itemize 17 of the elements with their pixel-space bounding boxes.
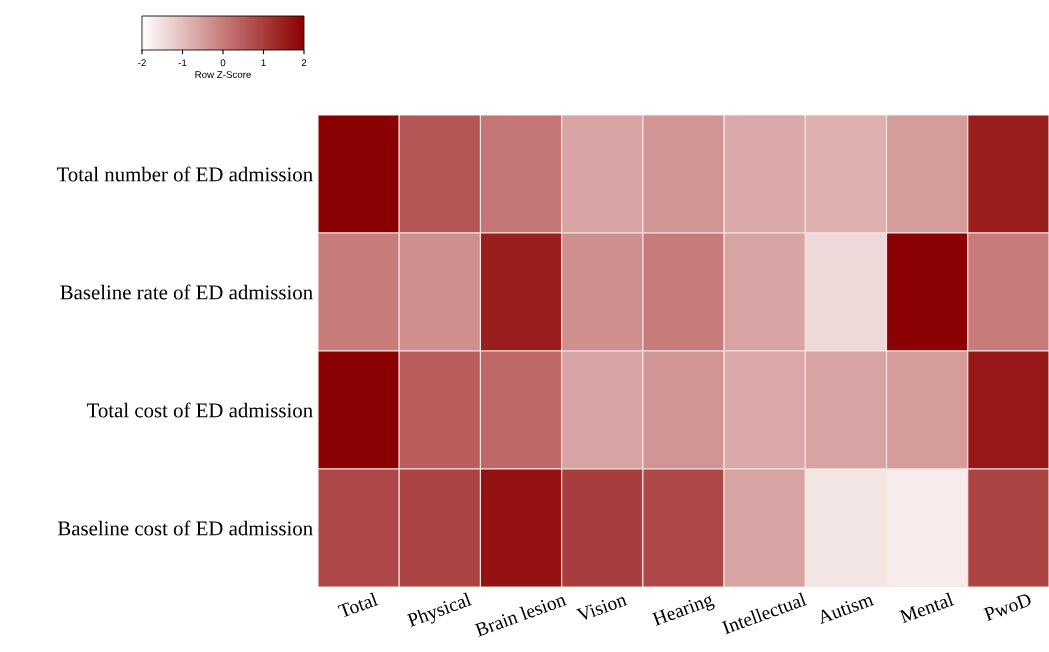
x-tick-label: Mental	[898, 592, 955, 624]
y-tick-label: Total cost of ED admission	[87, 402, 313, 418]
y-tick-label: Baseline rate of ED admission	[60, 284, 313, 300]
color-bar-title: Row Z-Score	[195, 71, 251, 79]
color-bar-label: 1	[261, 59, 266, 67]
color-bar-label: -2	[138, 59, 146, 67]
color-bar-label: 0	[220, 59, 226, 67]
x-tick-label: PwoD	[983, 592, 1033, 622]
x-tick-label: Total	[337, 591, 379, 619]
x-tick-label: Hearing	[651, 592, 716, 630]
y-tick-label: Baseline cost of ED admission	[57, 520, 313, 536]
x-tick-label: Vision	[575, 592, 628, 623]
color-bar-label: -1	[178, 59, 187, 67]
color-bar-label: 2	[301, 59, 307, 67]
x-tick-label: Brain lesion	[474, 591, 567, 637]
y-tick-label: Total number of ED admission	[56, 166, 313, 182]
x-tick-label: Autism	[816, 592, 875, 625]
